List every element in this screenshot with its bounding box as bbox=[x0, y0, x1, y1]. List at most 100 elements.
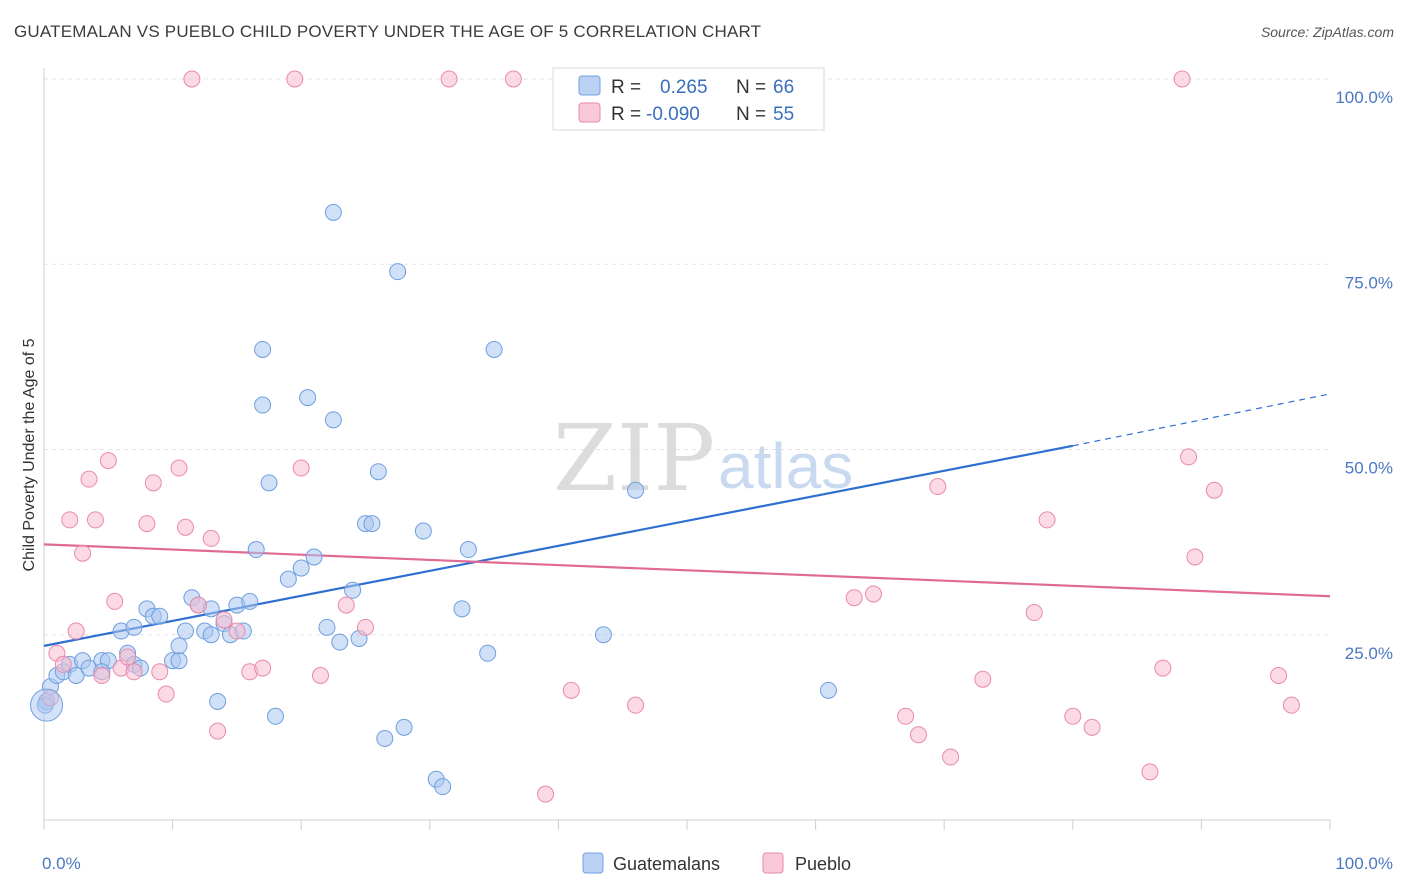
point-pueblo-42 bbox=[929, 478, 947, 496]
point-pueblo-55 bbox=[1270, 667, 1288, 685]
legend-r-value-guatemalans: 0.265 bbox=[660, 77, 708, 98]
point-pueblo-35 bbox=[537, 785, 555, 803]
point-guatemalans-26 bbox=[202, 626, 220, 644]
point-pueblo-10 bbox=[106, 592, 124, 610]
legend-r-label-guatemalans: R = bbox=[611, 77, 641, 98]
point-pueblo-14 bbox=[138, 515, 156, 533]
point-pueblo-22 bbox=[202, 529, 220, 547]
point-guatemalans-38 bbox=[266, 707, 284, 725]
point-pueblo-27 bbox=[254, 659, 272, 677]
watermark: ZIP atlas bbox=[553, 405, 853, 512]
point-pueblo-3 bbox=[61, 511, 79, 529]
legend-r-label-pueblo: R = bbox=[611, 104, 641, 125]
trend-line-pueblo bbox=[43, 543, 1331, 598]
watermark-atlas: atlas bbox=[718, 430, 853, 502]
point-pueblo-43 bbox=[942, 748, 960, 766]
point-guatemalans-51 bbox=[369, 463, 387, 481]
point-guatemalans-64 bbox=[819, 681, 837, 699]
point-pueblo-17 bbox=[157, 685, 175, 703]
point-guatemalans-28 bbox=[209, 692, 227, 710]
x-tick-labels: 0.0% 100.0% bbox=[42, 854, 1393, 873]
point-pueblo-45 bbox=[1025, 604, 1043, 622]
x-tick-label-max: 100.0% bbox=[1335, 854, 1393, 873]
point-pueblo-56 bbox=[1282, 696, 1300, 714]
legend-n-label-guatemalans: N = bbox=[736, 77, 766, 98]
point-guatemalans-59 bbox=[459, 541, 477, 559]
y-tick-label-1: 50.0% bbox=[1345, 459, 1393, 478]
point-guatemalans-50 bbox=[363, 515, 381, 533]
point-guatemalans-20 bbox=[170, 652, 188, 670]
point-pueblo-54 bbox=[1205, 481, 1223, 499]
point-pueblo-41 bbox=[909, 726, 927, 744]
point-pueblo-7 bbox=[86, 511, 104, 529]
point-guatemalans-53 bbox=[389, 263, 407, 281]
point-pueblo-16 bbox=[151, 663, 169, 681]
point-pueblo-48 bbox=[1083, 718, 1101, 736]
point-pueblo-20 bbox=[183, 70, 201, 88]
point-pueblo-44 bbox=[974, 670, 992, 688]
point-guatemalans-37 bbox=[254, 340, 272, 358]
point-guatemalans-33 bbox=[241, 592, 259, 610]
point-guatemalans-57 bbox=[434, 778, 452, 796]
point-guatemalans-45 bbox=[324, 203, 342, 221]
x-tick-label-min: 0.0% bbox=[42, 854, 81, 873]
series-legend: Guatemalans Pueblo bbox=[582, 852, 851, 874]
point-pueblo-36 bbox=[562, 681, 580, 699]
series-legend-swatch-pueblo bbox=[762, 852, 784, 874]
legend-n-value-pueblo: 55 bbox=[773, 104, 794, 125]
point-guatemalans-36 bbox=[260, 474, 278, 492]
point-pueblo-49 bbox=[1141, 763, 1159, 781]
point-guatemalans-52 bbox=[376, 729, 394, 747]
point-pueblo-38 bbox=[845, 589, 863, 607]
series-legend-label-guatemalans: Guatemalans bbox=[613, 854, 720, 874]
point-pueblo-24 bbox=[215, 611, 233, 629]
point-pueblo-21 bbox=[189, 596, 207, 614]
point-pueblo-50 bbox=[1154, 659, 1172, 677]
legend-swatch-guatemalans bbox=[578, 75, 601, 96]
point-pueblo-25 bbox=[228, 622, 246, 640]
point-guatemalans-62 bbox=[594, 626, 612, 644]
point-guatemalans-54 bbox=[395, 718, 413, 736]
point-guatemalans-63 bbox=[627, 481, 645, 499]
point-guatemalans-47 bbox=[344, 581, 362, 599]
y-tick-label-2: 75.0% bbox=[1345, 273, 1393, 292]
y-tick-label-0: 25.0% bbox=[1345, 644, 1393, 663]
point-guatemalans-15 bbox=[125, 618, 143, 636]
point-guatemalans-44 bbox=[324, 411, 342, 429]
point-pueblo-28 bbox=[286, 70, 304, 88]
point-guatemalans-42 bbox=[299, 389, 317, 407]
point-pueblo-40 bbox=[897, 707, 915, 725]
point-pueblo-53 bbox=[1186, 548, 1204, 566]
point-pueblo-34 bbox=[504, 70, 522, 88]
point-pueblo-47 bbox=[1064, 707, 1082, 725]
legend-r-value-pueblo: -0.090 bbox=[646, 104, 700, 125]
point-guatemalans-18 bbox=[151, 607, 169, 625]
y-tick-labels: 25.0% 50.0% 75.0% 100.0% bbox=[1335, 88, 1393, 663]
legend-n-label-pueblo: N = bbox=[736, 104, 766, 125]
point-pueblo-9 bbox=[99, 452, 117, 470]
trend-line-extension-guatemalans bbox=[1072, 393, 1331, 447]
chart-title: GUATEMALAN VS PUEBLO CHILD POVERTY UNDER… bbox=[14, 22, 762, 41]
point-guatemalans-cluster bbox=[30, 688, 64, 722]
point-pueblo-6 bbox=[80, 470, 98, 488]
point-guatemalans-35 bbox=[254, 396, 272, 414]
point-pueblo-39 bbox=[864, 585, 882, 603]
point-pueblo-4 bbox=[67, 622, 85, 640]
legend-n-value-guatemalans: 66 bbox=[773, 77, 794, 98]
point-pueblo-18 bbox=[170, 459, 188, 477]
point-pueblo-19 bbox=[176, 518, 194, 536]
point-guatemalans-6 bbox=[67, 667, 85, 685]
point-pueblo-5 bbox=[74, 544, 92, 562]
point-pueblo-12 bbox=[119, 648, 137, 666]
point-pueblo-8 bbox=[93, 667, 111, 685]
point-guatemalans-43 bbox=[318, 618, 336, 636]
legend-swatch-pueblo bbox=[578, 102, 601, 123]
point-pueblo-37 bbox=[627, 696, 645, 714]
correlation-legend: R = 0.265 N = 66 R = -0.090 N = 55 bbox=[552, 67, 825, 131]
source-label: Source: ZipAtlas.com bbox=[1260, 24, 1394, 40]
point-guatemalans-60 bbox=[479, 644, 497, 662]
point-pueblo-30 bbox=[311, 667, 329, 685]
point-guatemalans-41 bbox=[305, 548, 323, 566]
point-pueblo-13 bbox=[125, 663, 143, 681]
